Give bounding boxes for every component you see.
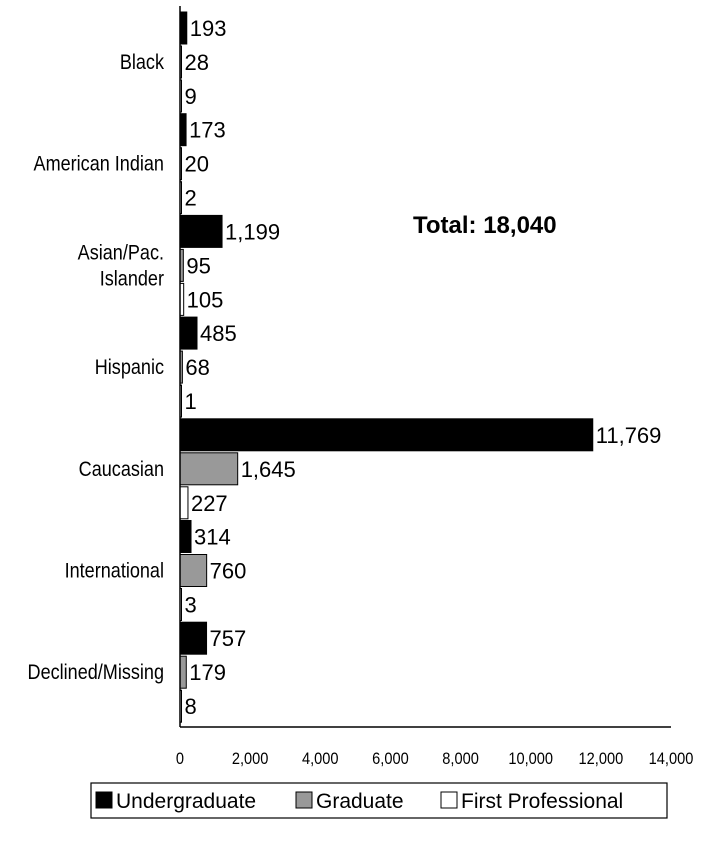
bar-graduate-6 [179, 554, 208, 587]
x-tick-label: 12,000 [579, 750, 624, 768]
value-label: 1 [185, 389, 197, 414]
category-label: Declined/Missing [28, 661, 164, 685]
category-labels: Black American Indian Asian/Pac. Islander Hi… [28, 51, 165, 685]
value-label: 173 [189, 118, 226, 143]
axes [179, 6, 671, 728]
value-label: 20 [185, 152, 209, 177]
bar-first-professional-5 [179, 486, 189, 520]
x-tick-label: 14,000 [649, 750, 694, 768]
x-tick-labels: 0 2,000 4,000 6,000 8,000 10,000 12,000 14,000 [176, 750, 694, 768]
value-label: 9 [185, 84, 197, 109]
bar-undergraduate-7 [179, 621, 208, 655]
category-label: International [65, 559, 164, 583]
value-label: 3 [185, 593, 197, 618]
category-label: Black [120, 51, 164, 75]
bars [179, 11, 594, 723]
bar-graduate-5 [179, 452, 239, 486]
value-label: 105 [187, 287, 224, 312]
value-label: 28 [185, 50, 209, 75]
legend-box [90, 782, 668, 819]
value-label: 8 [185, 694, 197, 719]
value-label: 193 [190, 16, 227, 41]
value-label: 11,769 [596, 423, 662, 448]
total-annotation: Total: 18,040 [413, 212, 557, 239]
category-label: Asian/Pac. Islander [78, 241, 165, 291]
legend-label-first-professional: First Professional [461, 790, 623, 813]
bar-graduate-7 [179, 655, 187, 689]
legend: Undergraduate Graduate First Professional [90, 782, 668, 819]
value-label: 227 [191, 491, 228, 516]
x-tick-label: 6,000 [372, 750, 409, 768]
value-label: 314 [194, 525, 231, 550]
bar-undergraduate-1 [179, 11, 188, 45]
x-tick-label: 4,000 [302, 750, 339, 768]
value-label: 95 [186, 253, 210, 278]
legend-label-undergraduate: Undergraduate [116, 790, 256, 813]
value-labels: 1931731,19948511,769314757282095681,6457… [185, 16, 662, 719]
category-label: American Indian [34, 152, 164, 176]
legend-swatch-first-professional [440, 791, 458, 809]
x-tick-label: 0 [176, 750, 184, 768]
legend-label-graduate: Graduate [316, 790, 404, 813]
category-label: Hispanic [95, 356, 164, 380]
value-label: 179 [189, 660, 226, 685]
x-tick-label: 10,000 [508, 750, 553, 768]
value-label: 760 [210, 559, 247, 584]
value-label: 1,645 [241, 457, 296, 482]
bar-undergraduate-5 [179, 418, 594, 452]
legend-swatch-graduate [295, 791, 313, 809]
category-label: Caucasian [79, 458, 164, 482]
value-label: 757 [210, 626, 247, 651]
bar-undergraduate-4 [179, 316, 198, 350]
value-label: 68 [185, 355, 209, 380]
bar-undergraduate-3 [179, 214, 223, 248]
value-label: 485 [200, 321, 237, 346]
value-label: 1,199 [225, 219, 280, 244]
bar-undergraduate-2 [179, 113, 187, 147]
value-label: 2 [185, 186, 197, 211]
bar-undergraduate-6 [179, 520, 192, 553]
legend-swatch-undergraduate [95, 791, 113, 809]
x-tick-label: 2,000 [232, 750, 269, 768]
x-tick-label: 8,000 [442, 750, 479, 768]
